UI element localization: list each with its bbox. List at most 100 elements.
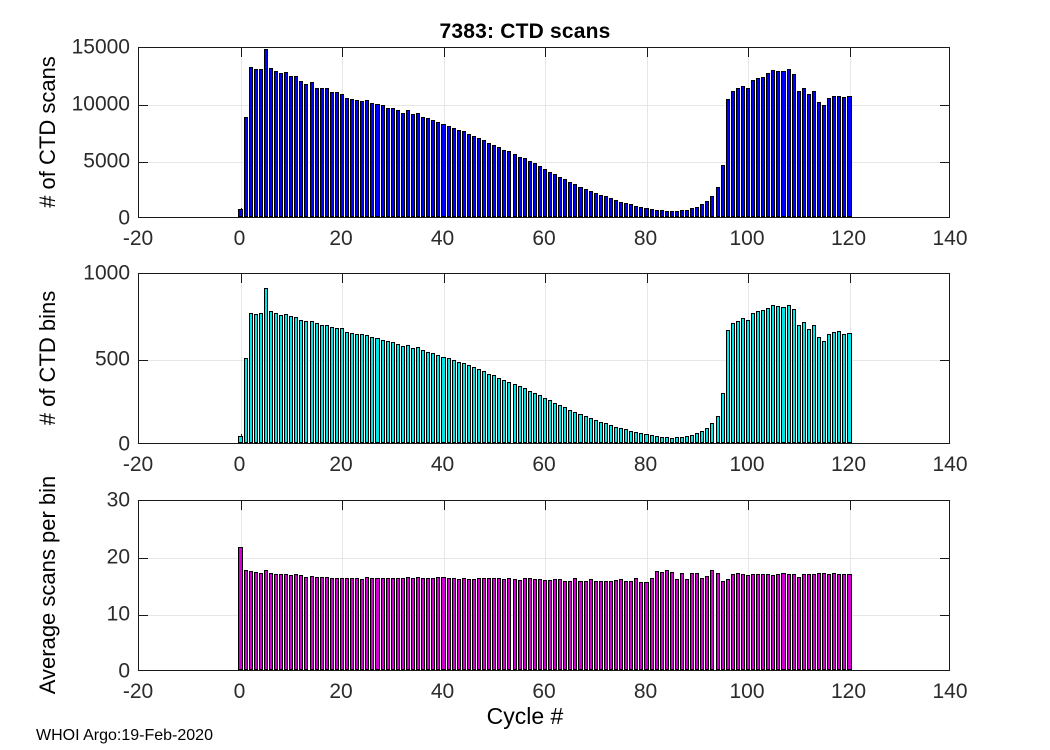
bar <box>614 199 619 217</box>
bar <box>735 320 740 443</box>
bar <box>390 342 395 443</box>
y-axis-label: Average scans per bin <box>35 475 60 695</box>
bar <box>522 158 527 217</box>
bar <box>614 426 619 443</box>
bar <box>781 71 786 217</box>
bar <box>801 87 806 217</box>
x-tick-label: 80 <box>633 680 658 703</box>
x-tick-mark <box>443 501 445 510</box>
bar <box>664 437 669 443</box>
bar <box>370 103 375 217</box>
bar <box>334 92 339 217</box>
bar <box>614 579 619 670</box>
bar <box>730 573 735 670</box>
bar <box>421 577 426 670</box>
bar <box>385 107 390 217</box>
y-tick-mark <box>139 615 148 617</box>
bar <box>507 382 512 443</box>
bar <box>761 574 766 670</box>
bar <box>411 348 416 443</box>
bar <box>502 379 507 443</box>
bar <box>756 311 761 443</box>
bar <box>842 96 847 217</box>
bar <box>761 310 766 443</box>
bar <box>558 405 563 443</box>
bar <box>669 211 674 217</box>
bar <box>248 67 253 217</box>
bar <box>319 88 324 217</box>
bar <box>304 576 309 670</box>
bar <box>451 360 456 443</box>
bar <box>497 378 502 443</box>
bar <box>644 434 649 443</box>
bar <box>268 573 273 670</box>
x-tick-mark <box>342 501 344 510</box>
bar <box>573 183 578 217</box>
bar <box>679 572 685 670</box>
bar <box>796 325 801 443</box>
bar <box>654 571 659 670</box>
bar <box>608 580 613 670</box>
bar <box>451 578 456 670</box>
bar <box>725 99 730 217</box>
x-tick-label: 100 <box>729 453 765 476</box>
bar <box>720 392 725 443</box>
bar <box>766 73 771 217</box>
bar <box>548 400 553 443</box>
y-tick-mark <box>940 162 949 164</box>
bar <box>685 578 690 670</box>
bar <box>497 578 502 670</box>
bar <box>725 578 730 670</box>
bar <box>832 573 837 670</box>
bar <box>339 578 345 670</box>
bar-series <box>139 274 949 443</box>
bar <box>299 575 304 670</box>
bar <box>426 577 431 670</box>
bar <box>390 577 395 670</box>
x-tick-mark <box>443 274 445 283</box>
y-tick-label: 10 <box>106 602 130 626</box>
bar <box>751 313 756 443</box>
bar <box>578 581 583 670</box>
bar <box>751 79 756 217</box>
bar <box>279 314 284 443</box>
bar <box>355 333 360 443</box>
bar <box>345 331 350 443</box>
bar <box>380 577 385 670</box>
bar <box>705 201 710 217</box>
bar <box>619 428 624 443</box>
bar <box>243 116 248 217</box>
x-tick-label: 20 <box>329 227 353 250</box>
bar <box>720 581 725 670</box>
bar <box>441 356 446 443</box>
x-tick-label: -20 <box>122 680 154 703</box>
bar <box>319 576 324 670</box>
bar <box>710 196 715 217</box>
bar <box>842 573 847 670</box>
bar <box>375 578 380 670</box>
bar <box>817 573 822 670</box>
bar <box>279 73 284 217</box>
y-tick-label: 500 <box>94 347 130 370</box>
bar <box>248 571 253 670</box>
bar <box>837 574 842 670</box>
bar <box>644 582 649 670</box>
bar <box>695 206 700 217</box>
bar <box>492 578 497 670</box>
bar <box>801 573 806 670</box>
bar <box>649 435 654 443</box>
bar <box>578 413 583 443</box>
bar <box>751 573 756 670</box>
bar <box>588 418 593 443</box>
bar <box>669 571 674 670</box>
bar <box>476 578 482 670</box>
bar <box>289 76 294 217</box>
bar <box>664 210 669 217</box>
bar <box>685 435 690 443</box>
x-tick-mark <box>646 48 648 57</box>
bar <box>796 577 801 670</box>
x-tick-label: 40 <box>430 227 455 250</box>
bar <box>258 572 263 670</box>
